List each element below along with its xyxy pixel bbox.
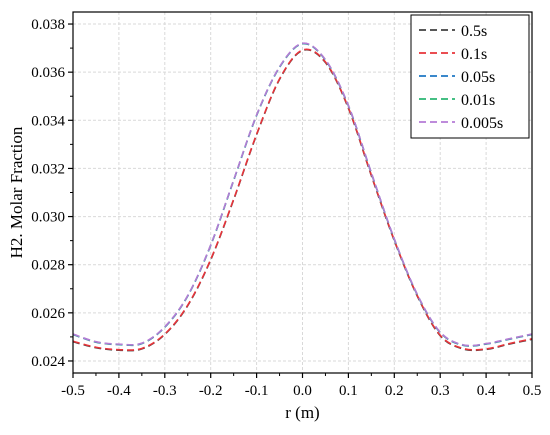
legend-label: 0.5s <box>461 23 487 40</box>
x-tick-label: -0.2 <box>199 383 223 399</box>
y-tick-label: 0.036 <box>31 65 65 81</box>
x-tick-label: 0.1 <box>339 383 358 399</box>
x-tick-label: -0.3 <box>153 383 177 399</box>
y-tick-label: 0.030 <box>31 210 65 226</box>
x-tick-label: 0.4 <box>477 383 496 399</box>
y-tick-label: 0.024 <box>31 354 65 370</box>
legend: 0.5s 0.1s 0.05s 0.01s 0.005s <box>410 14 530 139</box>
x-tick-label: -0.1 <box>245 383 269 399</box>
series-lines <box>72 42 533 352</box>
x-tick-label: -0.4 <box>107 383 131 399</box>
y-tick-label: 0.034 <box>31 113 65 129</box>
series-line-1 <box>72 48 533 351</box>
x-tick-label: 0.0 <box>293 383 312 399</box>
y-tick-label: 0.038 <box>31 17 65 33</box>
legend-label: 0.1s <box>461 46 487 63</box>
y-tick-label: 0.026 <box>31 306 65 322</box>
legend-label: 0.01s <box>461 92 495 109</box>
x-tick-label: 0.2 <box>385 383 404 399</box>
x-tick-label: 0.5 <box>523 383 542 399</box>
series-line-4 <box>72 42 533 347</box>
y-axis-title: H2. Molar Fraction <box>7 126 26 258</box>
legend-label: 0.05s <box>461 69 495 86</box>
x-tick-label: 0.3 <box>431 383 450 399</box>
y-tick-label: 0.028 <box>31 258 65 274</box>
axis-ticks: -0.5 -0.4 -0.3 -0.2 -0.1 0.0 0.1 0.2 0.3 0.4 0.5 0.… <box>31 17 541 399</box>
x-axis-title: r (m) <box>285 403 319 422</box>
y-tick-label: 0.032 <box>31 161 65 177</box>
x-tick-label: -0.5 <box>61 383 85 399</box>
legend-label: 0.005s <box>461 115 503 132</box>
